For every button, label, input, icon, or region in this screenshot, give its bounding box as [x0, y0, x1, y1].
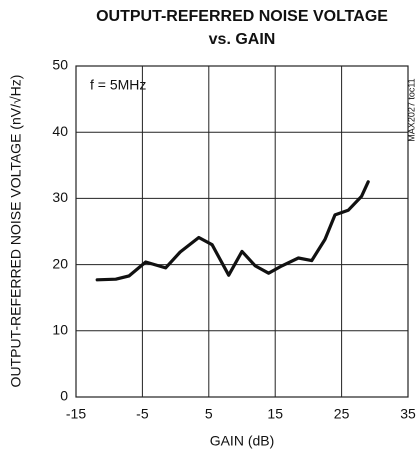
x-tick-label: 15 — [267, 406, 283, 422]
y-tick-label: 30 — [52, 189, 68, 205]
y-tick-label: 0 — [60, 388, 68, 404]
y-tick-label: 20 — [52, 255, 68, 271]
x-tick-label: -5 — [136, 406, 149, 422]
data-line — [95, 180, 370, 282]
chart-title: vs. GAIN — [209, 31, 276, 48]
x-tick-label: -15 — [66, 406, 86, 422]
x-tick-label: 35 — [400, 406, 416, 422]
y-axis-label: OUTPUT-REFERRED NOISE VOLTAGE (nV/√Hz) — [8, 75, 24, 388]
chart-title: OUTPUT-REFERRED NOISE VOLTAGE — [96, 8, 388, 25]
y-tick-label: 10 — [52, 322, 68, 338]
annotation: MAX2027 toc11 — [406, 78, 416, 141]
x-tick-label: 5 — [205, 406, 213, 422]
x-tick-label: 25 — [334, 406, 350, 422]
y-tick-label: 50 — [52, 57, 68, 73]
x-axis-label: GAIN (dB) — [210, 433, 275, 449]
y-tick-label: 40 — [52, 123, 68, 139]
plot-frame — [75, 65, 409, 398]
annotation: f = 5MHz — [90, 77, 146, 93]
